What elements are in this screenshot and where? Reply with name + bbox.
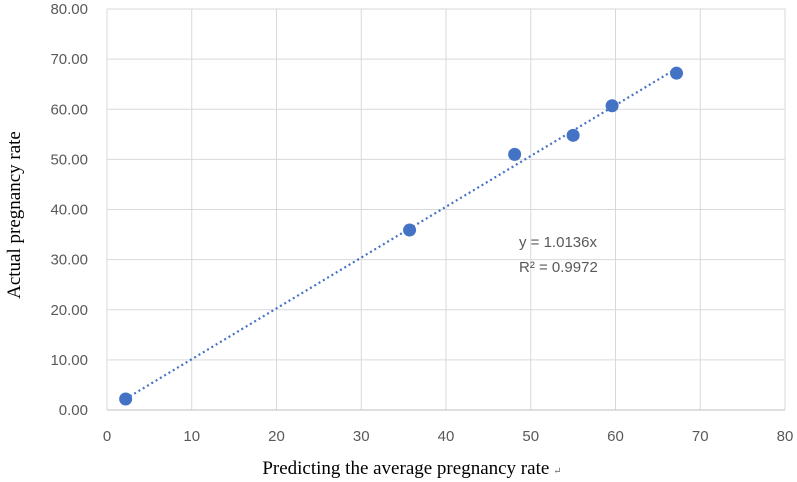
x-axis-title-text: Predicting the average pregnancy rate <box>262 458 549 479</box>
y-tick-label: 10.00 <box>50 352 88 369</box>
trendline-r-squared: R² = 0.9972 <box>519 259 598 276</box>
trendline-equation: y = 1.0136x <box>519 234 597 251</box>
x-tick-label: 70 <box>692 428 709 445</box>
y-tick-label: 70.00 <box>50 51 88 68</box>
x-tick-label: 80 <box>777 428 794 445</box>
x-tick-label: 60 <box>607 428 624 445</box>
y-tick-label: 20.00 <box>50 302 88 319</box>
y-tick-label: 0.00 <box>59 402 88 419</box>
axes <box>106 9 785 411</box>
x-tick-label: 0 <box>103 428 111 445</box>
data-points <box>119 66 684 406</box>
y-tick-label: 80.00 <box>50 1 88 18</box>
data-point <box>670 66 684 80</box>
data-point <box>605 99 619 113</box>
y-tick-label: 30.00 <box>50 252 88 269</box>
x-tick-label: 10 <box>183 428 200 445</box>
data-point <box>403 223 417 237</box>
y-tick-labels: 0.00 10.00 20.00 30.00 40.00 50.00 60.00 70.00 8… <box>50 1 88 419</box>
x-tick-label: 30 <box>353 428 370 445</box>
y-tick-label: 40.00 <box>50 202 88 219</box>
data-point <box>508 147 522 161</box>
x-tick-labels: 0 10 20 30 40 50 60 70 80 <box>103 428 794 445</box>
x-axis-title-suffix: ↵ <box>553 466 561 477</box>
x-tick-label: 40 <box>438 428 455 445</box>
x-tick-label: 50 <box>522 428 539 445</box>
data-point <box>119 392 133 406</box>
trendline <box>125 67 678 400</box>
y-axis-title: Actual pregnancy rate <box>4 131 25 299</box>
x-tick-label: 20 <box>268 428 285 445</box>
data-point <box>566 128 580 142</box>
y-tick-label: 50.00 <box>50 151 88 168</box>
y-tick-label: 60.00 <box>50 101 88 118</box>
gridlines <box>107 8 786 410</box>
x-axis-title: Predicting the average pregnancy rate ↵ <box>262 458 561 479</box>
